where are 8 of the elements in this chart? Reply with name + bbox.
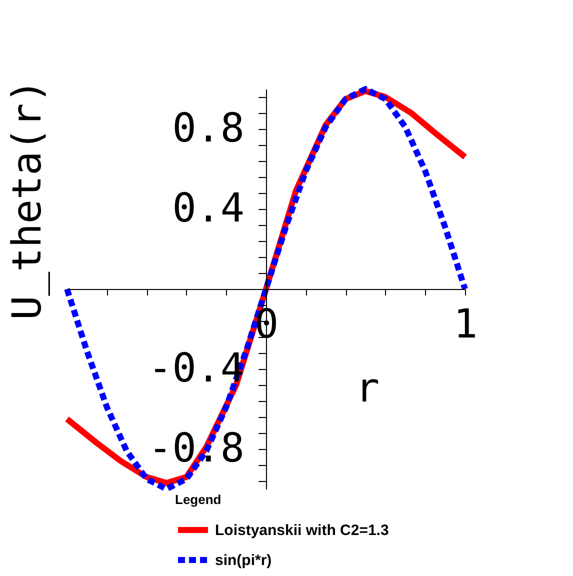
y-axis-title: U_theta(r) — [4, 79, 50, 320]
y-tick-label: 0.8 — [172, 106, 244, 152]
x-axis-title: r — [355, 366, 380, 412]
legend-label: sin(pi*r) — [215, 552, 272, 569]
legend-label: Loistyanskii with C2=1.3 — [215, 522, 389, 539]
x-tick-label: 1 — [453, 302, 478, 348]
y-tick-label: 0.4 — [172, 186, 244, 232]
legend-title: Legend — [175, 492, 222, 507]
